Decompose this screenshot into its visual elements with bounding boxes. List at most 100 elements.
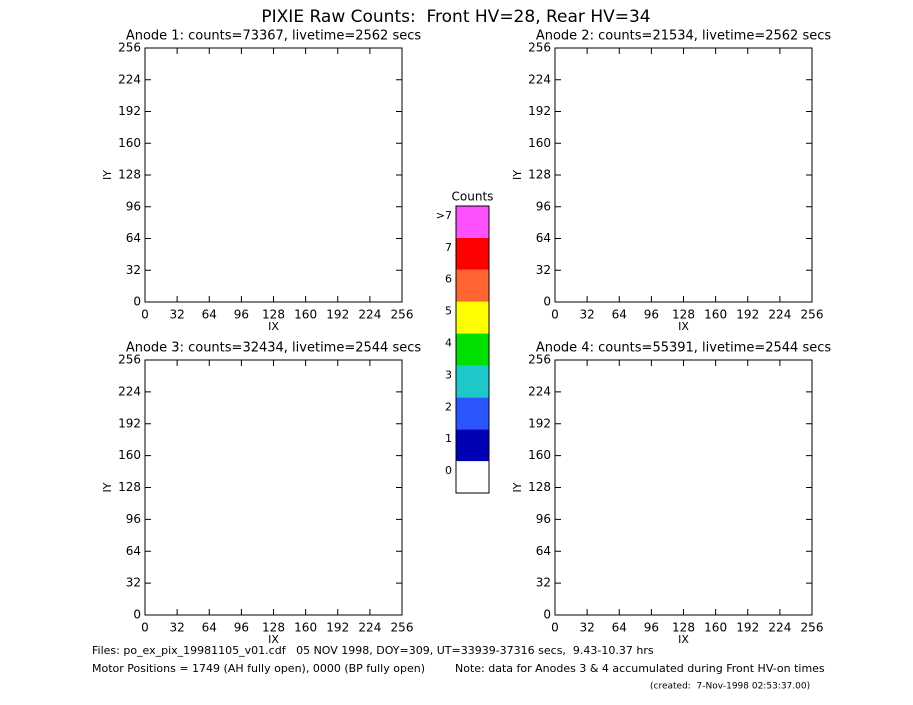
plot-frame (554, 359, 813, 616)
y-tick-label: 0 (543, 608, 551, 622)
colorbar-label: 7 (445, 241, 452, 254)
x-tick-label: 224 (358, 308, 381, 322)
x-tick-label: 256 (801, 308, 824, 322)
y-axis-label: IY (101, 170, 114, 180)
plot-frame (144, 359, 403, 616)
x-axis-label: IX (678, 320, 689, 333)
y-axis-label: IY (511, 170, 524, 180)
x-tick-label: 96 (234, 308, 249, 322)
plot-frame (554, 47, 813, 303)
y-tick-label: 192 (118, 104, 141, 118)
y-tick-label: 128 (118, 168, 141, 182)
y-axis-label: IY (101, 482, 114, 492)
colorbar-label: 6 (445, 273, 452, 286)
y-tick-label: 160 (118, 448, 141, 462)
y-tick-label: 192 (528, 416, 551, 430)
y-tick-label: 64 (126, 231, 141, 245)
colorbar-swatch (456, 237, 489, 270)
colorbar-title: Counts (452, 190, 494, 204)
x-tick-label: 192 (326, 308, 349, 322)
colorbar-frame (455, 205, 490, 494)
x-tick-label: 160 (294, 621, 317, 635)
x-tick-label: 160 (704, 621, 727, 635)
x-tick-label: 0 (551, 621, 559, 635)
x-tick-label: 64 (612, 621, 627, 635)
y-tick-label: 96 (126, 199, 141, 213)
colorbar-swatch (456, 206, 489, 238)
y-tick-label: 224 (528, 72, 551, 86)
y-tick-label: 224 (118, 384, 141, 398)
x-tick-label: 32 (169, 621, 184, 635)
colorbar-swatch (456, 333, 489, 366)
x-tick-label: 192 (736, 621, 759, 635)
x-tick-label: 256 (391, 621, 414, 635)
x-axis-label: IX (268, 633, 279, 646)
y-tick-label: 64 (126, 544, 141, 558)
y-tick-label: 192 (528, 104, 551, 118)
y-tick-label: 96 (536, 512, 551, 526)
x-tick-label: 96 (234, 621, 249, 635)
x-axis-label: IX (678, 633, 689, 646)
x-tick-label: 224 (768, 308, 791, 322)
panel-title: Anode 4: counts=55391, livetime=2544 sec… (536, 341, 832, 356)
colorbar-swatch (456, 397, 489, 430)
colorbar-swatch (456, 461, 489, 493)
y-tick-label: 256 (118, 353, 141, 367)
y-tick-label: 32 (536, 263, 551, 277)
y-tick-label: 128 (528, 480, 551, 494)
x-tick-label: 256 (801, 621, 824, 635)
panel-title: Anode 2: counts=21534, livetime=2562 sec… (536, 29, 832, 44)
colorbar-label: 2 (445, 400, 452, 413)
footer-created: (created: 7-Nov-1998 02:53:37.00) (650, 682, 810, 692)
colorbar-label: 1 (445, 432, 452, 445)
colorbar-label: 3 (445, 368, 452, 381)
panel-title: Anode 1: counts=73367, livetime=2562 sec… (126, 29, 422, 44)
colorbar-swatch (456, 269, 489, 302)
y-tick-label: 192 (118, 416, 141, 430)
colorbar-swatch (456, 301, 489, 334)
y-tick-label: 224 (528, 384, 551, 398)
x-tick-label: 128 (672, 308, 695, 322)
y-tick-label: 32 (536, 576, 551, 590)
y-axis-label: IY (511, 482, 524, 492)
x-tick-label: 160 (704, 308, 727, 322)
y-tick-label: 256 (118, 41, 141, 55)
x-tick-label: 192 (326, 621, 349, 635)
x-tick-label: 128 (262, 621, 285, 635)
colorbar-label: 5 (445, 305, 452, 318)
colorbar-label: 0 (445, 464, 452, 477)
x-tick-label: 160 (294, 308, 317, 322)
colorbar-label: 4 (445, 337, 452, 350)
x-tick-label: 0 (141, 621, 149, 635)
y-tick-label: 128 (528, 168, 551, 182)
colorbar-swatch (456, 365, 489, 398)
x-tick-label: 128 (672, 621, 695, 635)
y-tick-label: 64 (536, 231, 551, 245)
y-tick-label: 224 (118, 72, 141, 86)
x-tick-label: 32 (579, 621, 594, 635)
colorbar-label: >7 (436, 209, 452, 222)
x-tick-label: 192 (736, 308, 759, 322)
y-tick-label: 128 (118, 480, 141, 494)
y-tick-label: 256 (528, 41, 551, 55)
y-tick-label: 32 (126, 263, 141, 277)
y-tick-label: 96 (536, 199, 551, 213)
y-tick-label: 160 (118, 136, 141, 150)
plot-frame (144, 47, 403, 303)
x-tick-label: 32 (169, 308, 184, 322)
y-tick-label: 64 (536, 544, 551, 558)
x-axis-label: IX (268, 320, 279, 333)
x-tick-label: 0 (551, 308, 559, 322)
x-tick-label: 224 (358, 621, 381, 635)
colorbar-swatch (456, 429, 489, 462)
panel-title: Anode 3: counts=32434, livetime=2544 sec… (126, 341, 422, 356)
x-tick-label: 224 (768, 621, 791, 635)
x-tick-label: 96 (644, 621, 659, 635)
y-tick-label: 96 (126, 512, 141, 526)
footer-note: Note: data for Anodes 3 & 4 accumulated … (455, 662, 825, 675)
y-tick-label: 256 (528, 353, 551, 367)
x-tick-label: 32 (579, 308, 594, 322)
y-tick-label: 32 (126, 576, 141, 590)
y-tick-label: 160 (528, 136, 551, 150)
